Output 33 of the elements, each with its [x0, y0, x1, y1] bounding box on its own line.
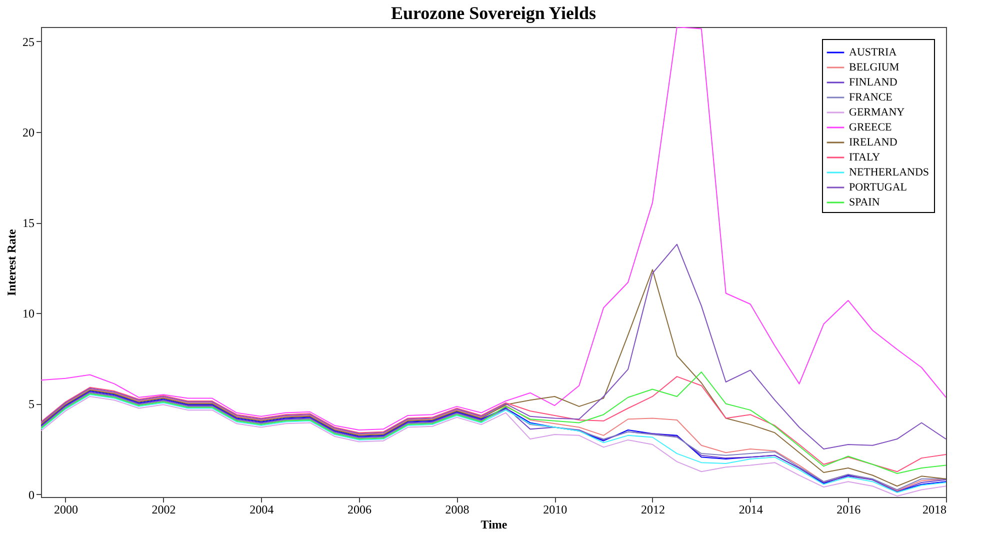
legend-label: IRELAND — [849, 136, 898, 148]
x-tick-label: 2012 — [640, 502, 665, 516]
y-tick-label: 25 — [22, 34, 34, 49]
x-tick-label: 2014 — [738, 502, 763, 516]
y-tick-label: 5 — [28, 397, 34, 412]
y-tick-label: 0 — [28, 488, 34, 502]
line-series — [41, 269, 946, 487]
x-tick-label: 2018 — [922, 502, 946, 516]
legend-label: BELGIUM — [849, 62, 900, 74]
x-tick-label: 2002 — [152, 502, 176, 516]
line-series — [41, 244, 946, 450]
legend-label: FINLAND — [849, 76, 898, 88]
chart-title: Eurozone Sovereign Yields — [390, 3, 596, 23]
legend-label: ITALY — [849, 152, 880, 164]
x-tick-label: 2010 — [543, 502, 568, 516]
y-tick-label: 20 — [22, 126, 34, 140]
x-tick-label: 2004 — [250, 502, 274, 516]
legend-label: GERMANY — [849, 106, 905, 118]
legend-label: GREECE — [849, 122, 892, 134]
y-axis-title: Interest Rate — [4, 228, 18, 296]
legend-label: PORTUGAL — [849, 182, 908, 194]
x-tick-label: 2000 — [54, 502, 78, 516]
legend-label: FRANCE — [849, 92, 893, 104]
x-axis-title: Time — [480, 518, 508, 532]
x-tick-label: 2008 — [445, 502, 470, 516]
legend-label: AUSTRIA — [849, 46, 897, 58]
line-series — [41, 27, 946, 430]
x-tick-label: 2016 — [836, 502, 861, 516]
legend-label: NETHERLANDS — [849, 166, 930, 178]
legend-label: SPAIN — [849, 196, 880, 208]
y-tick-label: 10 — [22, 306, 34, 321]
y-tick-label: 15 — [22, 216, 34, 230]
x-tick-label: 2006 — [347, 502, 372, 516]
